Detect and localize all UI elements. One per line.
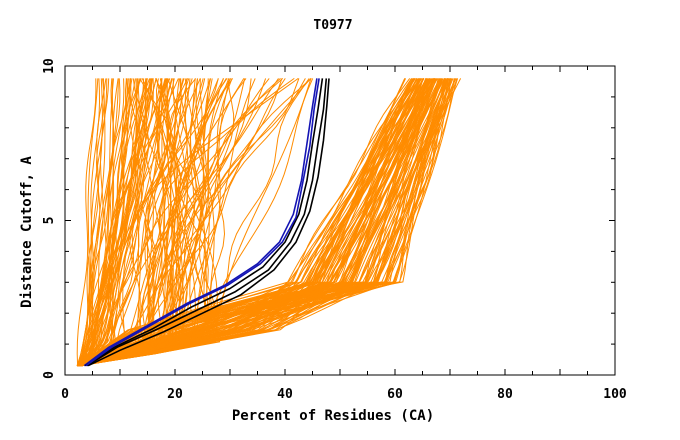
model-line bbox=[79, 78, 166, 367]
model-line bbox=[81, 78, 423, 367]
model-line bbox=[78, 78, 232, 367]
model-line bbox=[77, 78, 105, 366]
x-axis-label: Percent of Residues (CA) bbox=[232, 408, 434, 424]
model-line bbox=[76, 78, 101, 366]
x-tick-label: 40 bbox=[277, 387, 293, 402]
model-line bbox=[77, 78, 211, 367]
highlighted-model-lines bbox=[83, 78, 330, 367]
model-line bbox=[77, 78, 160, 367]
y-tick-labels: 0 5 10 bbox=[42, 58, 57, 379]
model-line bbox=[77, 78, 231, 367]
orange-model-lines bbox=[76, 77, 462, 367]
model-line bbox=[79, 78, 169, 367]
model-line bbox=[76, 78, 145, 367]
model-line bbox=[81, 78, 419, 367]
model-line bbox=[81, 78, 429, 367]
chart-title: T0977 bbox=[313, 18, 352, 33]
x-tick-labels: 0 20 40 60 80 100 bbox=[61, 387, 627, 402]
series-line-blue-0 bbox=[83, 78, 318, 367]
model-line bbox=[80, 78, 425, 367]
series-line-black-3 bbox=[87, 78, 330, 367]
model-line bbox=[79, 78, 184, 367]
model-line bbox=[77, 78, 171, 367]
model-line bbox=[81, 78, 446, 367]
model-line bbox=[76, 78, 441, 367]
model-line bbox=[78, 78, 434, 367]
y-tick-label: 10 bbox=[42, 58, 57, 74]
model-line bbox=[77, 78, 215, 367]
model-line bbox=[79, 78, 306, 367]
model-line bbox=[76, 78, 97, 366]
model-line bbox=[79, 78, 106, 366]
model-line bbox=[76, 78, 435, 367]
series-line-blue-4 bbox=[85, 78, 320, 367]
y-tick-label: 5 bbox=[42, 217, 57, 225]
model-line bbox=[76, 78, 427, 367]
model-line bbox=[77, 77, 299, 367]
model-line bbox=[77, 77, 295, 367]
model-line bbox=[77, 78, 310, 367]
model-line bbox=[79, 78, 281, 367]
model-line bbox=[77, 78, 154, 367]
model-line bbox=[77, 78, 173, 367]
model-line bbox=[78, 78, 154, 367]
model-line bbox=[79, 78, 184, 367]
model-line bbox=[77, 78, 190, 367]
model-line bbox=[77, 78, 218, 367]
model-line bbox=[78, 78, 189, 367]
model-line bbox=[76, 78, 114, 366]
model-line bbox=[81, 78, 415, 367]
model-line bbox=[80, 78, 456, 367]
model-line bbox=[79, 78, 157, 367]
x-tick-label: 0 bbox=[61, 387, 69, 402]
x-tick-label: 60 bbox=[387, 387, 403, 402]
model-line bbox=[76, 78, 462, 367]
series-line-black-1 bbox=[84, 78, 324, 367]
model-line bbox=[80, 78, 132, 367]
x-tick-label: 80 bbox=[497, 387, 513, 402]
series-line-black-2 bbox=[86, 78, 328, 367]
x-tick-label: 100 bbox=[603, 387, 627, 402]
model-line bbox=[79, 78, 432, 367]
model-line bbox=[78, 78, 312, 367]
model-line bbox=[81, 78, 429, 367]
y-tick-label: 0 bbox=[42, 371, 57, 379]
model-line bbox=[78, 78, 432, 367]
axis-ticks bbox=[64, 65, 616, 376]
model-line bbox=[77, 78, 450, 367]
y-axis-label: Distance Cutoff, A bbox=[19, 156, 35, 308]
model-line bbox=[80, 78, 167, 366]
x-tick-label: 20 bbox=[167, 387, 183, 402]
